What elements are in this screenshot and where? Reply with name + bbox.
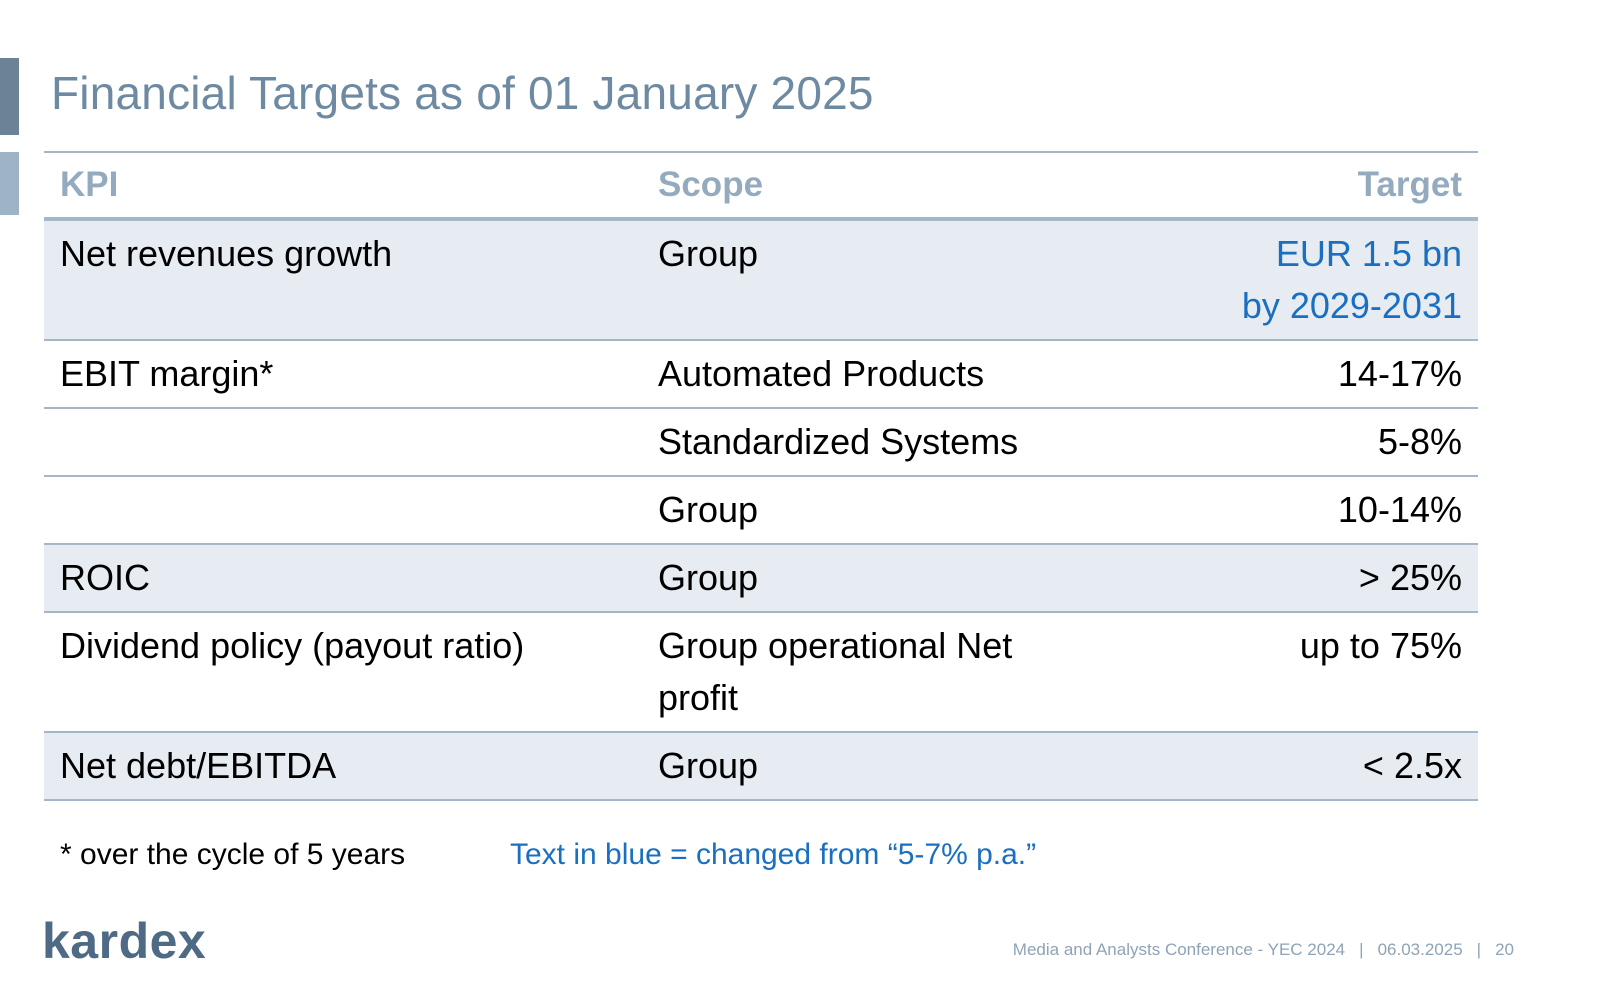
footer-page-number: 20 (1495, 940, 1514, 959)
targets-table: KPI Scope Target Net revenues growth Gro… (44, 151, 1478, 801)
table-row: Group 10-14% (44, 477, 1478, 545)
kpi-cell (44, 484, 642, 535)
target-cell: 5-8% (1377, 421, 1462, 462)
scope-cell: Group (658, 489, 759, 530)
target-line-1: EUR 1.5 bn (1275, 233, 1462, 274)
header-target: Target (1357, 165, 1462, 204)
header-kpi: KPI (60, 165, 119, 204)
footer-date: 06.03.2025 (1377, 940, 1463, 959)
target-cell: < 2.5x (1362, 745, 1462, 786)
table-header-row: KPI Scope Target (44, 153, 1478, 221)
scope-cell: Group (658, 745, 759, 786)
table-row: Net revenues growth Group EUR 1.5 bn by … (44, 221, 1478, 341)
footnote: * over the cycle of 5 years (60, 838, 406, 871)
accent-bar-bottom (0, 152, 19, 215)
accent-bar-top (0, 58, 19, 135)
target-cell: up to 75% (1299, 625, 1462, 666)
kpi-cell: EBIT margin* (60, 353, 274, 394)
kpi-cell (44, 416, 642, 467)
slide-footer: Media and Analysts Conference - YEC 2024… (1013, 940, 1514, 960)
header-scope: Scope (658, 165, 764, 204)
kpi-cell: Net revenues growth (60, 233, 393, 274)
scope-cell: Group (658, 233, 759, 274)
target-cell: 10-14% (1337, 489, 1462, 530)
scope-cell: Group operational Net profit (642, 620, 1142, 723)
kpi-cell: Net debt/EBITDA (60, 745, 337, 786)
table-row: ROIC Group > 25% (44, 545, 1478, 613)
target-cell: 14-17% (1337, 353, 1462, 394)
kpi-cell: Dividend policy (payout ratio) (60, 625, 525, 666)
target-line-2: by 2029-2031 (1241, 285, 1462, 326)
kardex-logo: kardex (42, 913, 207, 969)
table-row: EBIT margin* Automated Products 14-17% (44, 341, 1478, 409)
footer-separator: | (1476, 940, 1482, 959)
table-row: Standardized Systems 5-8% (44, 409, 1478, 477)
change-note: Text in blue = changed from “5-7% p.a.” (510, 838, 1037, 871)
target-cell: EUR 1.5 bn by 2029-2031 (1142, 228, 1478, 331)
footer-event: Media and Analysts Conference - YEC 2024 (1012, 940, 1346, 959)
footer-separator: | (1359, 940, 1364, 959)
kpi-cell: ROIC (60, 557, 150, 598)
scope-cell: Automated Products (658, 353, 985, 394)
scope-cell: Standardized Systems (658, 421, 1019, 462)
table-row: Dividend policy (payout ratio) Group ope… (44, 613, 1478, 733)
scope-text: Group operational Net profit (658, 625, 1013, 718)
table-row: Net debt/EBITDA Group < 2.5x (44, 733, 1478, 801)
scope-cell: Group (658, 557, 759, 598)
target-cell: > 25% (1358, 557, 1462, 598)
page-title: Financial Targets as of 01 January 2025 (51, 67, 874, 119)
